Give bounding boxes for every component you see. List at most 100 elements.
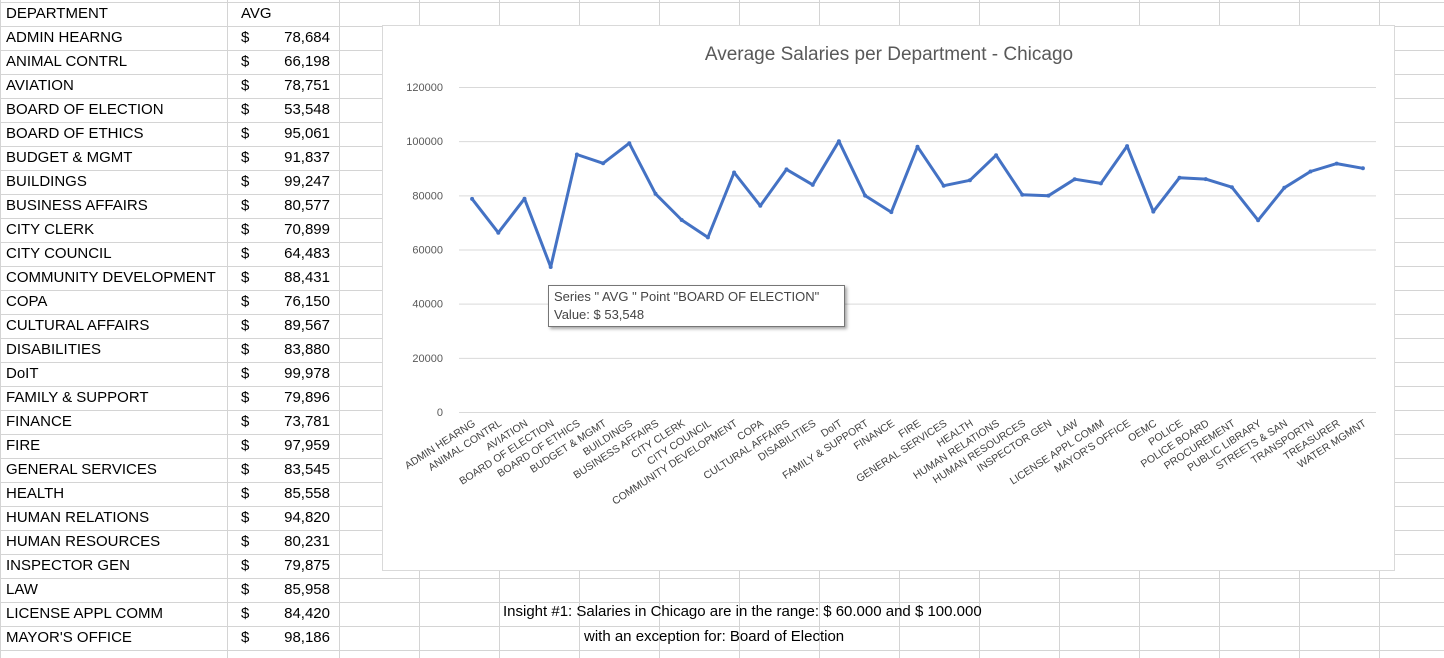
data-point [1256, 218, 1261, 223]
cell-avg[interactable]: 64,483 [284, 245, 330, 262]
cell-avg[interactable]: 83,545 [284, 461, 330, 478]
cell-avg[interactable]: 97,959 [284, 437, 330, 454]
cell-avg[interactable]: 99,978 [284, 365, 330, 382]
cell-currency[interactable]: $ [241, 557, 250, 574]
header-department[interactable]: DEPARTMENT [6, 5, 108, 22]
insight-line-1: Insight #1: Salaries in Chicago are in t… [503, 603, 982, 620]
header-avg[interactable]: AVG [241, 5, 272, 22]
cell-currency[interactable]: $ [241, 173, 250, 190]
cell-currency[interactable]: $ [241, 437, 250, 454]
y-tick-label: 20000 [412, 353, 443, 365]
data-point [705, 235, 710, 240]
cell-department[interactable]: INSPECTOR GEN [6, 557, 130, 574]
cell-avg[interactable]: 88,431 [284, 269, 330, 286]
cell-department[interactable]: BUDGET & MGMT [6, 149, 133, 166]
cell-currency[interactable]: $ [241, 77, 250, 94]
cell-department[interactable]: DoIT [6, 365, 39, 382]
cell-department[interactable]: HUMAN RELATIONS [6, 509, 150, 526]
cell-department[interactable]: LAW [6, 581, 38, 598]
cell-currency[interactable]: $ [241, 629, 250, 646]
cell-currency[interactable]: $ [241, 605, 250, 622]
line-chart[interactable]: Average Salaries per Department - Chicag… [382, 25, 1395, 571]
cell-department[interactable]: AVIATION [6, 77, 74, 94]
cell-currency[interactable]: $ [241, 485, 250, 502]
cell-avg[interactable]: 99,247 [284, 173, 330, 190]
cell-department[interactable]: CITY CLERK [6, 221, 95, 238]
cell-currency[interactable]: $ [241, 317, 250, 334]
cell-avg[interactable]: 66,198 [284, 53, 330, 70]
cell-avg[interactable]: 89,567 [284, 317, 330, 334]
data-point [1229, 185, 1234, 190]
cell-currency[interactable]: $ [241, 509, 250, 526]
cell-department[interactable]: COPA [6, 293, 48, 310]
cell-avg[interactable]: 79,896 [284, 389, 330, 406]
data-point [1177, 175, 1182, 180]
chart-tooltip: Series " AVG " Point "BOARD OF ELECTION"… [548, 285, 845, 327]
cell-department[interactable]: GENERAL SERVICES [6, 461, 157, 478]
cell-currency[interactable]: $ [241, 413, 250, 430]
cell-department[interactable]: FINANCE [6, 413, 72, 430]
cell-currency[interactable]: $ [241, 293, 250, 310]
cell-department[interactable]: CULTURAL AFFAIRS [6, 317, 150, 334]
cell-avg[interactable]: 98,186 [284, 629, 330, 646]
cell-currency[interactable]: $ [241, 581, 250, 598]
cell-department[interactable]: ADMIN HEARNG [6, 29, 123, 46]
cell-currency[interactable]: $ [241, 221, 250, 238]
data-point [810, 182, 815, 187]
cell-currency[interactable]: $ [241, 389, 250, 406]
tooltip-series-point: Series " AVG " Point "BOARD OF ELECTION" [554, 289, 820, 304]
cell-avg[interactable]: 79,875 [284, 557, 330, 574]
cell-currency[interactable]: $ [241, 29, 250, 46]
cell-avg[interactable]: 95,061 [284, 125, 330, 142]
cell-avg[interactable]: 76,150 [284, 293, 330, 310]
cell-currency[interactable]: $ [241, 53, 250, 70]
cell-avg[interactable]: 80,231 [284, 533, 330, 550]
cell-currency[interactable]: $ [241, 461, 250, 478]
cell-department[interactable]: BUILDINGS [6, 173, 87, 190]
data-point [889, 210, 894, 215]
cell-avg[interactable]: 83,880 [284, 341, 330, 358]
cell-currency[interactable]: $ [241, 269, 250, 286]
cell-currency[interactable]: $ [241, 101, 250, 118]
cell-currency[interactable]: $ [241, 245, 250, 262]
cell-department[interactable]: MAYOR'S OFFICE [6, 629, 132, 646]
cell-department[interactable]: BOARD OF ETHICS [6, 125, 144, 142]
cell-currency[interactable]: $ [241, 533, 250, 550]
cell-department[interactable]: HUMAN RESOURCES [6, 533, 161, 550]
data-point [522, 196, 527, 201]
cell-avg[interactable]: 94,820 [284, 509, 330, 526]
cell-department[interactable]: COMMUNITY DEVELOPMENT [6, 269, 216, 286]
cell-avg[interactable]: 78,751 [284, 77, 330, 94]
cell-department[interactable]: BUSINESS AFFAIRS [6, 197, 148, 214]
cell-department[interactable]: LICENSE APPL COMM [6, 605, 163, 622]
y-tick-label: 100000 [406, 136, 443, 148]
cell-currency[interactable]: $ [241, 197, 250, 214]
cell-currency[interactable]: $ [241, 341, 250, 358]
cell-currency[interactable]: $ [241, 149, 250, 166]
cell-avg[interactable]: 73,781 [284, 413, 330, 430]
cell-department[interactable]: CITY COUNCIL [6, 245, 112, 262]
cell-avg[interactable]: 78,684 [284, 29, 330, 46]
cell-currency[interactable]: $ [241, 125, 250, 142]
tooltip-value: Value: $ 53,548 [554, 307, 645, 322]
cell-avg[interactable]: 91,837 [284, 149, 330, 166]
data-point [1020, 192, 1025, 197]
cell-currency[interactable]: $ [241, 365, 250, 382]
cell-avg[interactable]: 84,420 [284, 605, 330, 622]
data-point [758, 203, 763, 208]
cell-avg[interactable]: 80,577 [284, 197, 330, 214]
cell-department[interactable]: DISABILITIES [6, 341, 102, 358]
cell-avg[interactable]: 85,558 [284, 485, 330, 502]
cell-department[interactable]: FAMILY & SUPPORT [6, 389, 149, 406]
y-tick-label: 0 [437, 407, 443, 419]
data-point [679, 217, 684, 222]
cell-department[interactable]: ANIMAL CONTRL [6, 53, 128, 70]
cell-avg[interactable]: 53,548 [284, 101, 330, 118]
cell-avg[interactable]: 85,958 [284, 581, 330, 598]
cell-department[interactable]: FIRE [6, 437, 41, 454]
cell-department[interactable]: HEALTH [6, 485, 65, 502]
cell-department[interactable]: BOARD OF ELECTION [6, 101, 164, 118]
data-point [1151, 209, 1156, 214]
y-tick-label: 120000 [406, 82, 443, 94]
cell-avg[interactable]: 70,899 [284, 221, 330, 238]
